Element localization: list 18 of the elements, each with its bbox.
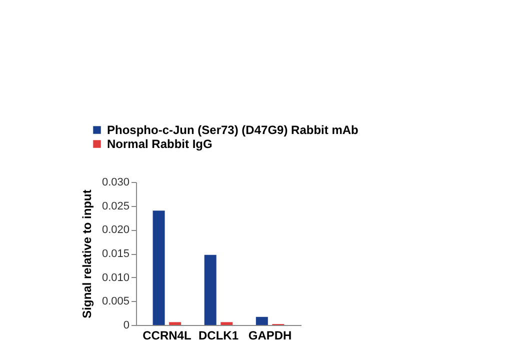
x-tick-label: DCLK1	[198, 328, 239, 342]
bar	[152, 210, 165, 325]
x-tick-label: CCRN4L	[142, 328, 192, 342]
y-tick-label: 0.015	[102, 248, 130, 260]
y-tick-label: 0.030	[102, 176, 130, 188]
y-tick-label: 0.005	[102, 296, 130, 308]
legend-label: Normal Rabbit IgG	[107, 137, 212, 151]
bar	[220, 322, 233, 325]
x-tick-label: GAPDH	[248, 328, 292, 342]
y-axis-title: Signal relative to input	[80, 190, 94, 318]
y-tick-label: 0	[123, 320, 130, 332]
bar	[204, 254, 216, 325]
bar	[169, 322, 182, 325]
bar	[256, 316, 268, 325]
y-tick-label: 0.010	[102, 272, 130, 284]
legend-label: Phospho-c-Jun (Ser73) (D47G9) Rabbit mAb	[107, 123, 358, 137]
y-tick-label: 0.020	[102, 224, 130, 236]
y-tick-label: 0.025	[102, 200, 130, 212]
